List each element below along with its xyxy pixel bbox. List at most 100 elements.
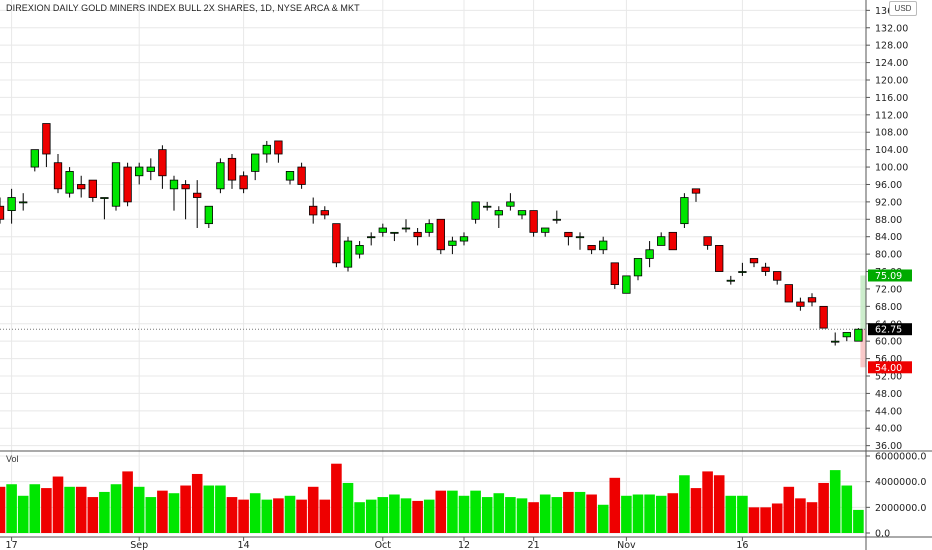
candle-body-up [401, 227, 411, 230]
candle [796, 297, 805, 311]
volume-bar-down [180, 485, 191, 533]
volume-bar-down [412, 500, 423, 533]
candle-body-up [100, 197, 109, 199]
volume-bar-down [528, 502, 539, 533]
candle-body-up [657, 236, 666, 246]
time-tick-label: 16 [736, 540, 748, 550]
candle-body-up [216, 162, 225, 190]
volume-bar-up [493, 493, 505, 533]
price-tick-label: 52.00 [875, 372, 902, 383]
candle-body-up [541, 227, 550, 233]
volume-bar-down [783, 486, 795, 533]
candle [599, 236, 608, 255]
candle [703, 236, 712, 250]
candle-body-down [320, 210, 329, 216]
candle-body-up [367, 236, 376, 239]
time-tick-label: 12 [458, 540, 470, 550]
price-marker-bg [868, 323, 912, 336]
candle-body-down [819, 305, 828, 329]
volume-bar-up [597, 504, 609, 533]
candle [111, 162, 121, 211]
volume-bar-up [481, 497, 493, 533]
volume-bar-up [110, 484, 122, 533]
volume-bar-down [331, 463, 342, 533]
candle-body-up [378, 227, 387, 233]
volume-bar-down [818, 482, 829, 533]
volume-bar-up [829, 470, 841, 533]
volume-bar-down [191, 473, 203, 533]
price-marker-label: 54.00 [875, 363, 902, 374]
candle-body-down [529, 210, 538, 233]
candle [517, 210, 527, 220]
candle-body-down [53, 162, 63, 190]
volume-bar-up [574, 491, 586, 533]
candle-body-up [169, 179, 179, 190]
volume-bar-up [841, 485, 853, 533]
candle [274, 140, 283, 163]
candle [749, 258, 759, 268]
candle-body-up [831, 340, 840, 343]
candle [726, 275, 735, 285]
price-marker-bg [868, 269, 912, 282]
volume-bar-down [307, 486, 319, 533]
candle [123, 162, 132, 207]
volume-tick-label: 4000000.0 [875, 477, 926, 488]
price-tick-label: 116.00 [875, 93, 908, 104]
volume-bar-up [17, 495, 29, 533]
candles[interactable] [0, 123, 863, 346]
volume-bar-up [365, 499, 377, 533]
candle [146, 158, 155, 181]
volume-bar-down [771, 503, 783, 533]
candle-body-down [239, 175, 248, 190]
price-tick-label: 92.00 [875, 197, 902, 208]
volume-bar-up [621, 495, 632, 533]
volume-bar-down [273, 498, 284, 533]
candle [587, 245, 596, 255]
candle-body-up [425, 223, 434, 233]
volume-bar-up [423, 499, 435, 533]
candle [367, 232, 376, 246]
candle [239, 171, 248, 194]
volume-bar-up [644, 494, 655, 533]
currency-badge[interactable]: USD [889, 1, 917, 16]
volume-bar-down [667, 493, 679, 533]
candle [158, 145, 167, 189]
volume-bar-up [516, 498, 528, 533]
volume-bar-up [145, 497, 157, 533]
candle-body-up [483, 205, 492, 208]
price-tick-label: 124.00 [875, 58, 908, 69]
volume-bar-up [99, 491, 110, 533]
candle [320, 206, 329, 220]
candle [819, 305, 828, 329]
candle [390, 231, 399, 242]
candle-body-down [0, 205, 5, 220]
price-tick-label: 128.00 [875, 41, 908, 52]
volume-bar-up [447, 490, 458, 533]
candle [19, 193, 28, 211]
candle-body-down [796, 301, 805, 307]
price-tick-label: 96.00 [875, 180, 902, 191]
candle-body-down [715, 245, 724, 272]
candle [622, 275, 631, 294]
candle-body-up [390, 231, 399, 234]
candle-body-down [703, 236, 712, 246]
volume-bar-up [342, 482, 354, 533]
candle [297, 162, 306, 189]
candle-body-up [65, 171, 74, 194]
candle [633, 258, 643, 281]
candle [227, 154, 237, 189]
candle-body-down [274, 140, 283, 155]
candle [181, 180, 190, 220]
chart-title: DIREXION DAILY GOLD MINERS INDEX BULL 2X… [6, 3, 360, 13]
candle [842, 332, 851, 342]
candle-body-down [297, 166, 306, 185]
candle-body-down [158, 149, 167, 177]
candle-body-up [285, 171, 295, 181]
price-tick-label: 72.00 [875, 284, 902, 295]
price-tick-label: 56.00 [875, 354, 902, 365]
candle [529, 210, 538, 237]
candle [30, 149, 39, 172]
volume-bar-up [284, 495, 296, 533]
candle [53, 154, 63, 194]
